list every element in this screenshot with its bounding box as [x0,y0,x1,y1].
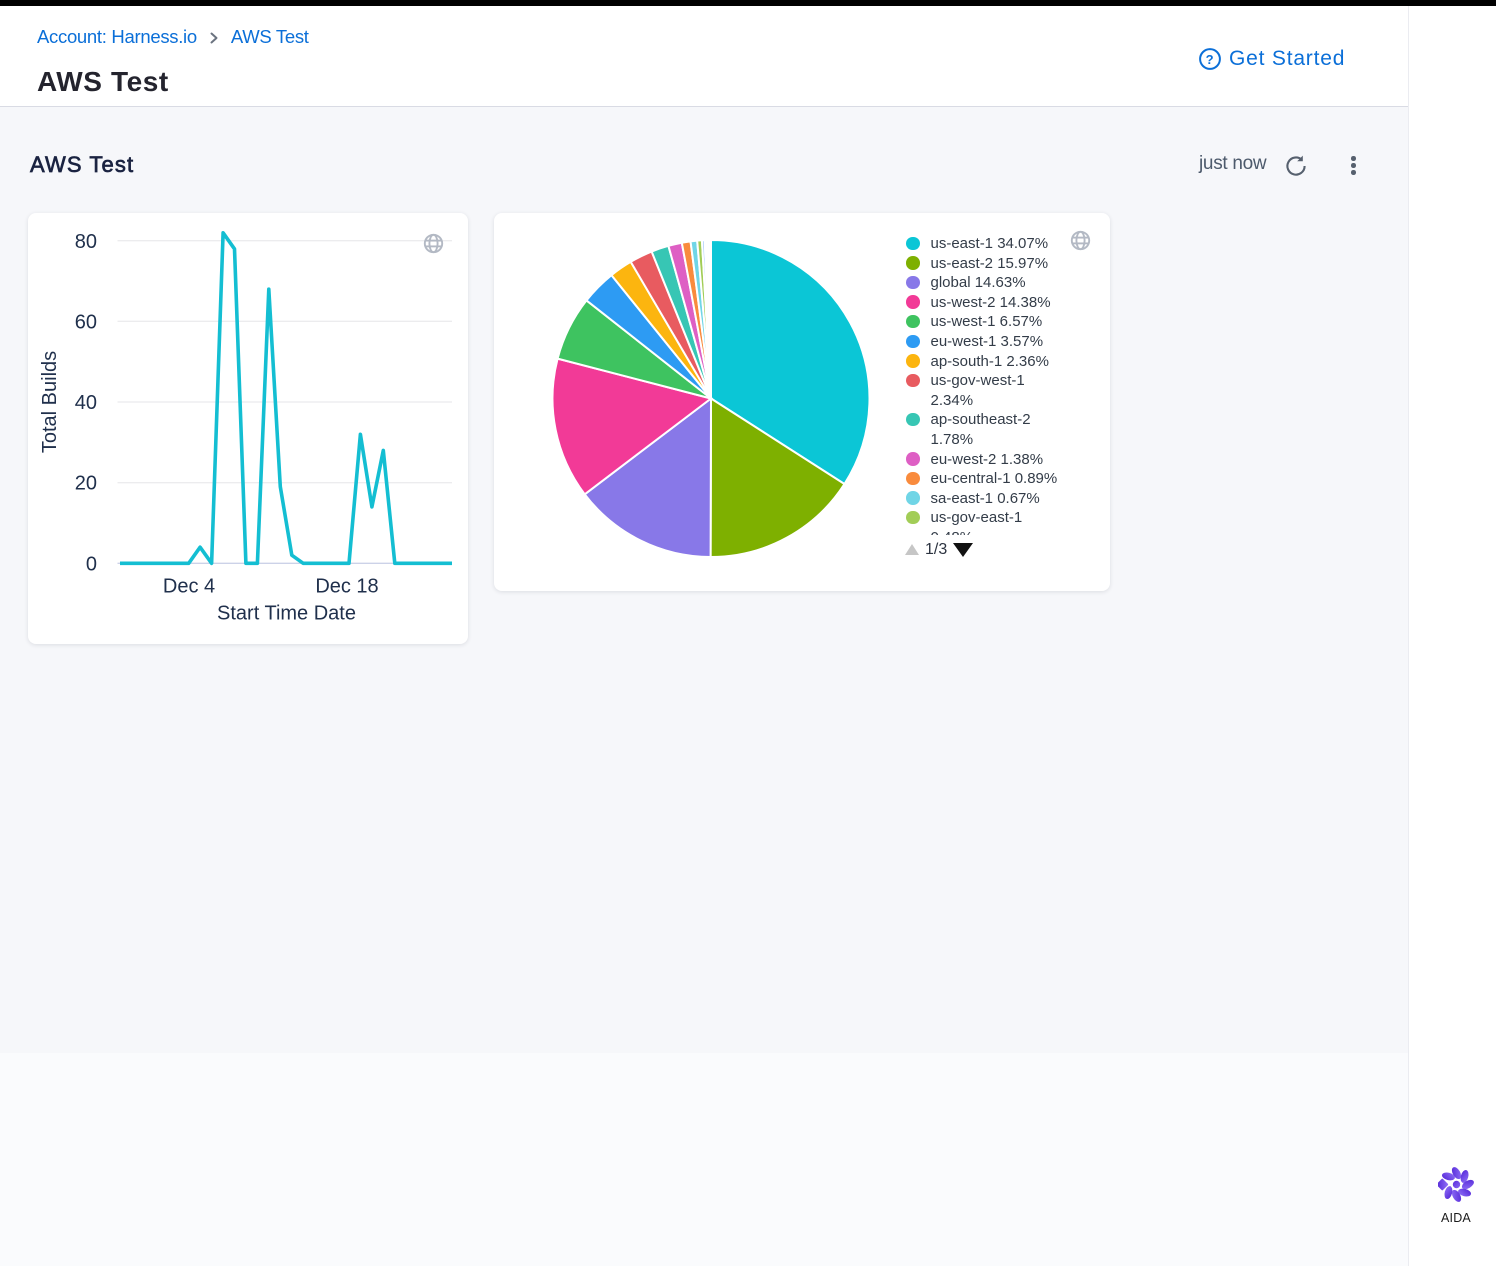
svg-text:Dec 18: Dec 18 [315,576,378,598]
svg-text:Dec 4: Dec 4 [163,576,215,598]
svg-text:80: 80 [75,231,97,253]
svg-text:Start Time Date: Start Time Date [217,603,356,625]
svg-text:60: 60 [75,311,97,333]
svg-text:?: ? [1206,51,1215,66]
svg-text:Total Builds: Total Builds [39,351,61,453]
svg-text:0: 0 [86,553,97,575]
svg-text:20: 20 [75,473,97,495]
svg-text:40: 40 [75,392,97,414]
